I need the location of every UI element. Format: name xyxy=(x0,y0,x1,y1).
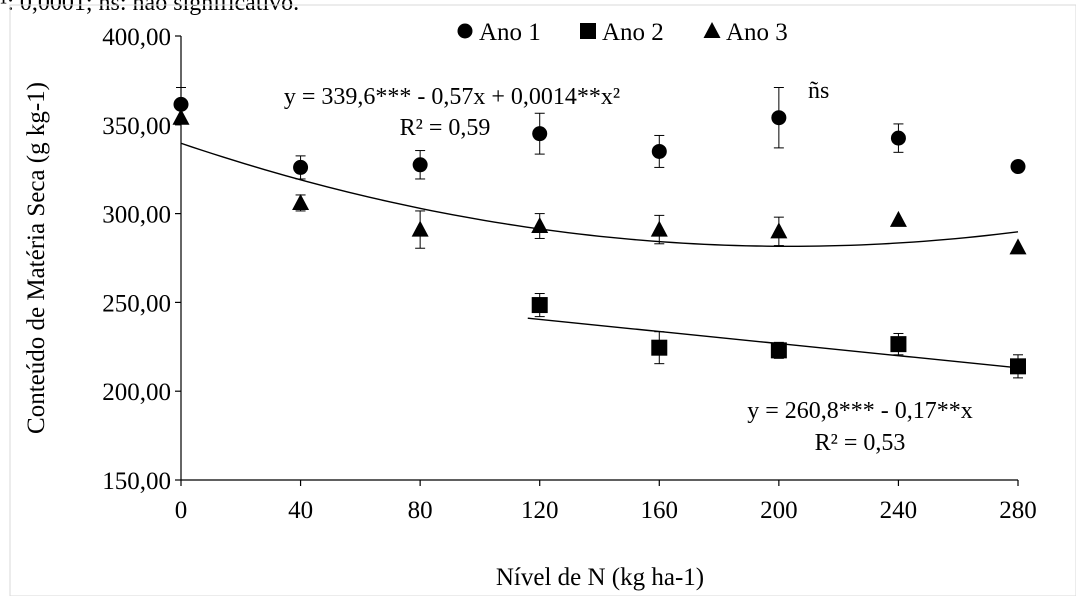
trendline-1 xyxy=(180,142,1019,248)
data-point-ano-3 xyxy=(411,220,429,237)
x-tick-label: 160 xyxy=(641,497,679,524)
data-point-ano-1 xyxy=(532,126,548,142)
data-point-ano-2 xyxy=(890,336,907,353)
data-point-ano-1 xyxy=(890,130,906,146)
data-point-ano-1 xyxy=(293,159,309,175)
x-tick-label: 40 xyxy=(288,497,313,524)
y-tick-label: 400,00 xyxy=(102,24,171,51)
x-tick-label: 0 xyxy=(175,497,188,524)
data-point-ano-1 xyxy=(771,110,787,126)
data-point-ano-3 xyxy=(531,217,549,234)
data-point-ano-2 xyxy=(1010,358,1026,375)
y-tick-label: 350,00 xyxy=(102,113,171,140)
data-point-ano-1 xyxy=(412,157,428,173)
annotation-4: y = 260,8*** - 0,17**x xyxy=(747,398,973,424)
y-axis-title: Conteúdo de Matéria Seca (g kg-1) xyxy=(23,82,50,434)
annotation-1: y = 339,6*** - 0,57x + 0,0014**x² xyxy=(284,84,620,110)
legend-marker-ano-3 xyxy=(703,22,721,38)
legend-label-ano-1: Ano 1 xyxy=(479,19,541,46)
y-tick-label: 200,00 xyxy=(102,379,171,406)
x-tick-label: 200 xyxy=(760,497,798,524)
data-point-ano-3 xyxy=(292,193,310,210)
data-point-ano-1 xyxy=(651,143,667,159)
x-tick-label: 240 xyxy=(880,497,918,524)
data-point-ano-3 xyxy=(889,210,907,227)
y-tick-label: 250,00 xyxy=(102,290,171,317)
data-point-ano-3 xyxy=(1009,238,1027,255)
legend-marker-ano-1 xyxy=(457,23,473,39)
data-point-ano-3 xyxy=(650,220,668,237)
y-tick-label: 300,00 xyxy=(102,202,171,229)
x-tick-label: 280 xyxy=(999,497,1037,524)
x-tick-label: 80 xyxy=(408,497,433,524)
y-tick-label: 150,00 xyxy=(102,468,171,495)
data-point-ano-3 xyxy=(770,222,788,239)
data-point-ano-2 xyxy=(770,342,787,359)
data-point-ano-2 xyxy=(531,297,548,314)
annotation-2: R² = 0,59 xyxy=(400,115,491,141)
data-point-ano-3 xyxy=(172,108,190,125)
annotation-5: R² = 0,53 xyxy=(815,430,906,456)
data-point-ano-2 xyxy=(651,339,668,356)
chart-frame xyxy=(9,4,1076,596)
legend-label-ano-2: Ano 2 xyxy=(602,19,664,46)
data-point-ano-1 xyxy=(173,96,189,112)
x-axis-title: Nível de N (kg ha-1) xyxy=(496,564,704,591)
annotation-3: ñs xyxy=(808,78,829,104)
data-point-ano-1 xyxy=(1010,159,1026,175)
header-note: ¹: 0,0001; ns: não significativo. xyxy=(0,0,300,16)
legend-label-ano-3: Ano 3 xyxy=(726,19,788,46)
legend-marker-ano-2 xyxy=(580,23,596,39)
x-tick-label: 120 xyxy=(521,497,559,524)
